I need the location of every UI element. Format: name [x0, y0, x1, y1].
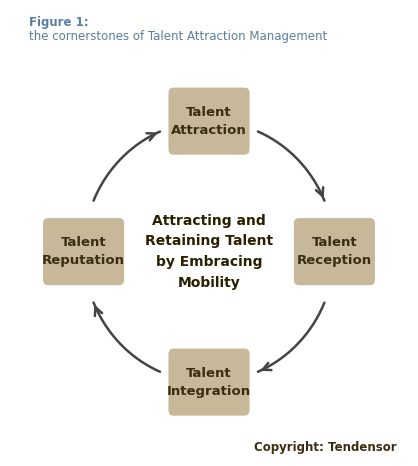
Text: the cornerstones of Talent Attraction Management: the cornerstones of Talent Attraction Ma…	[29, 30, 328, 43]
FancyBboxPatch shape	[168, 349, 250, 416]
Text: Talent
Reputation: Talent Reputation	[42, 236, 125, 267]
FancyBboxPatch shape	[43, 218, 124, 285]
Text: Attracting and
Retaining Talent
by Embracing
Mobility: Attracting and Retaining Talent by Embra…	[145, 214, 273, 289]
FancyBboxPatch shape	[168, 88, 250, 155]
Text: Talent
Attraction: Talent Attraction	[171, 106, 247, 137]
Text: Figure 1:: Figure 1:	[29, 16, 89, 29]
Text: Talent
Integration: Talent Integration	[167, 367, 251, 397]
FancyBboxPatch shape	[294, 218, 375, 285]
Text: Talent
Reception: Talent Reception	[297, 236, 372, 267]
Text: Copyright: Tendensor: Copyright: Tendensor	[255, 441, 397, 454]
